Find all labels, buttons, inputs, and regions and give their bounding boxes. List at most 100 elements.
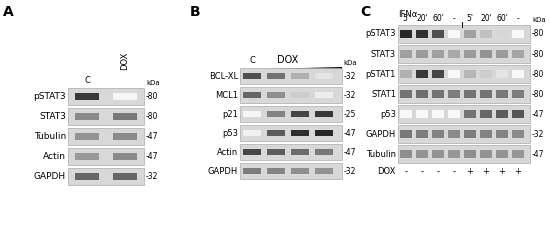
Bar — [448, 70, 460, 78]
Text: DOX: DOX — [277, 55, 299, 65]
Bar — [416, 70, 428, 78]
Bar — [480, 30, 492, 38]
Text: DOX: DOX — [120, 52, 129, 70]
Bar — [398, 25, 530, 43]
Bar — [480, 150, 492, 158]
Bar — [113, 133, 137, 140]
Bar — [480, 70, 492, 78]
Bar — [68, 108, 144, 125]
Bar — [315, 130, 333, 136]
Bar — [496, 150, 508, 158]
Text: -32: -32 — [344, 71, 356, 81]
Bar — [398, 105, 530, 123]
Text: -: - — [516, 14, 519, 23]
Bar — [75, 113, 99, 120]
Bar — [496, 30, 508, 38]
Text: pSTAT3: pSTAT3 — [34, 92, 66, 101]
Bar — [432, 30, 444, 38]
Text: -80: -80 — [146, 92, 158, 101]
Bar — [75, 153, 99, 160]
Bar — [464, 110, 476, 118]
Text: p21: p21 — [222, 109, 238, 119]
Bar — [512, 70, 524, 78]
Bar — [416, 50, 428, 58]
Bar — [464, 50, 476, 58]
Text: Tubulin: Tubulin — [366, 149, 396, 159]
Text: 20': 20' — [416, 14, 428, 23]
Bar — [416, 30, 428, 38]
Bar — [496, 130, 508, 138]
Bar — [448, 30, 460, 38]
Bar — [416, 90, 428, 98]
Text: -47: -47 — [344, 147, 356, 157]
Bar — [480, 90, 492, 98]
Bar — [512, 130, 524, 138]
Bar — [496, 110, 508, 118]
Text: IFNα: IFNα — [398, 10, 417, 19]
Bar — [400, 150, 412, 158]
Bar — [113, 93, 137, 100]
Bar — [480, 130, 492, 138]
Bar — [315, 111, 333, 117]
Bar — [267, 168, 285, 174]
Text: -47: -47 — [532, 149, 544, 159]
Bar — [400, 30, 412, 38]
Bar — [512, 110, 524, 118]
Text: STAT1: STAT1 — [371, 89, 396, 99]
Text: Tubulin: Tubulin — [34, 132, 66, 141]
Bar — [240, 68, 342, 84]
Text: pSTAT3: pSTAT3 — [366, 29, 396, 39]
Bar — [432, 110, 444, 118]
Text: -80: -80 — [532, 69, 544, 79]
Bar — [448, 50, 460, 58]
Bar — [480, 50, 492, 58]
Bar — [464, 130, 476, 138]
Bar — [448, 150, 460, 158]
Text: p53: p53 — [222, 128, 238, 138]
Text: -47: -47 — [146, 132, 158, 141]
Bar — [398, 65, 530, 83]
Bar — [291, 149, 309, 155]
Text: kDa: kDa — [532, 17, 546, 23]
Bar — [113, 173, 137, 180]
Bar — [267, 149, 285, 155]
Text: 5': 5' — [403, 14, 410, 23]
Text: -47: -47 — [532, 109, 544, 119]
Bar — [315, 168, 333, 174]
Text: -: - — [437, 167, 439, 176]
Bar — [464, 30, 476, 38]
Bar — [416, 110, 428, 118]
Bar — [315, 92, 333, 98]
Bar — [291, 168, 309, 174]
Bar — [416, 150, 428, 158]
Text: B: B — [190, 5, 201, 19]
Text: BCL-XL: BCL-XL — [209, 71, 238, 81]
Bar — [243, 73, 261, 79]
Text: C: C — [84, 76, 90, 85]
Bar — [113, 153, 137, 160]
Bar — [400, 130, 412, 138]
Bar — [398, 145, 530, 163]
Text: MCL1: MCL1 — [215, 90, 238, 100]
Bar — [496, 90, 508, 98]
Bar — [240, 163, 342, 179]
Text: -80: -80 — [532, 29, 544, 39]
Text: -47: -47 — [344, 128, 356, 138]
Bar — [448, 130, 460, 138]
Polygon shape — [265, 67, 342, 69]
Text: -: - — [453, 14, 455, 23]
Bar — [291, 73, 309, 79]
Bar — [432, 90, 444, 98]
Text: +: + — [515, 167, 521, 176]
Text: +: + — [466, 167, 474, 176]
Text: +: + — [482, 167, 490, 176]
Bar — [68, 148, 144, 165]
Bar — [68, 88, 144, 105]
Bar — [243, 149, 261, 155]
Text: -32: -32 — [532, 129, 544, 139]
Bar — [432, 130, 444, 138]
Bar — [240, 106, 342, 122]
Bar — [68, 128, 144, 145]
Bar — [398, 125, 530, 143]
Text: kDa: kDa — [343, 60, 356, 66]
